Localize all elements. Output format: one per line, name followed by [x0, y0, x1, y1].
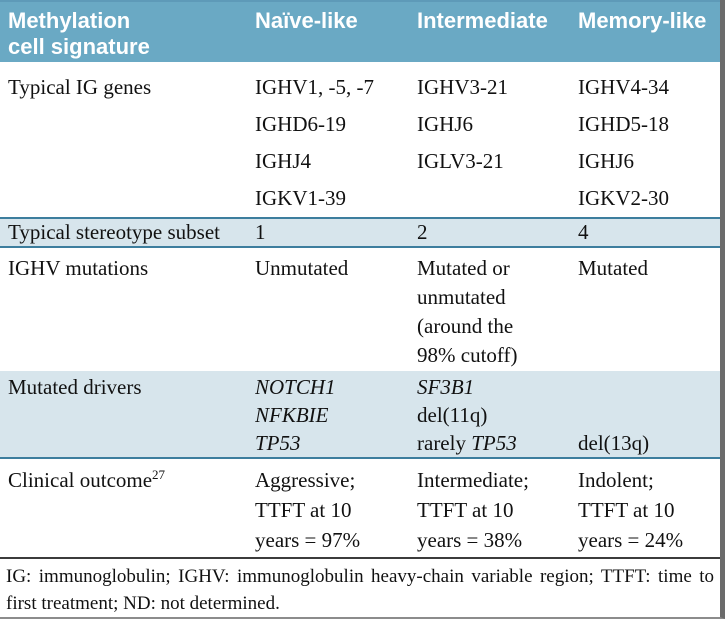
table-header-row: Methylation cell signature Naïve-like In…	[0, 0, 720, 62]
row-label-mutated-drivers: Mutated drivers	[8, 375, 142, 399]
text-line: years = 38%	[417, 528, 523, 552]
gene-line: IGLV3-21	[417, 149, 504, 173]
header-col1-line2: cell signature	[8, 34, 150, 59]
stereotype-intermediate-value: 2	[417, 220, 428, 244]
ig-genes-intermediate-cell: IGHV3-21 IGHJ6 IGLV3-21	[417, 69, 578, 217]
gene-name-italic: TP53	[471, 431, 517, 455]
text-line: del(13q)	[578, 431, 650, 455]
text-line: del(11q)	[417, 403, 488, 427]
text-line: years = 24%	[578, 528, 684, 552]
stereotype-memory-value: 4	[578, 220, 589, 244]
text-line: TTFT at 10	[417, 498, 514, 522]
gene-name-italic: SF3B1	[417, 375, 475, 399]
row-mutated-drivers: Mutated drivers NOTCH1 NFKBIE TP53 SF3B1…	[0, 371, 720, 459]
header-intermediate: Intermediate	[417, 8, 548, 33]
text-line: Mutated	[578, 256, 648, 280]
text-line: Intermediate;	[417, 468, 529, 492]
ighv-intermediate-value: Mutated or unmutated (around the 98% cut…	[417, 254, 578, 371]
header-memory-like: Memory-like	[578, 8, 707, 33]
header-methylation-cell-signature: Methylation cell signature	[0, 8, 255, 62]
row-ighv-mutations: IGHV mutations Unmutated Mutated or unmu…	[0, 248, 720, 371]
ig-genes-naive-cell: IGHV1, -5, -7 IGHD6-19 IGHJ4 IGKV1-39	[255, 69, 417, 217]
text-line: rarely TP53	[417, 429, 578, 457]
gene-line: IGKV2-30	[578, 186, 669, 210]
drivers-intermediate-cell: SF3B1 del(11q) rarely TP53	[417, 373, 578, 457]
row-label-clinical-outcome: Clinical outcome27	[0, 465, 255, 557]
gene-line: IGHV4-34	[578, 75, 669, 99]
row-typical-ig-genes: Typical IG genes IGHV1, -5, -7 IGHD6-19 …	[0, 62, 720, 217]
gene-line: IGHV1, -5, -7	[255, 75, 374, 99]
ighv-naive-value: Unmutated	[255, 254, 417, 371]
gene-line: IGHJ6	[417, 112, 473, 136]
text-line: Aggressive;	[255, 468, 356, 492]
stereotype-naive-value: 1	[255, 220, 266, 244]
text-line: Unmutated	[255, 256, 349, 280]
gene-line: IGKV1-39	[255, 186, 346, 210]
gene-line: IGHD5-18	[578, 112, 669, 136]
outcome-memory-cell: Indolent; TTFT at 10 years = 24%	[578, 465, 720, 557]
text-line: Indolent;	[578, 468, 654, 492]
table-footnote: IG: immunoglobulin; IGHV: immunoglobulin…	[0, 557, 720, 615]
text-line: TTFT at 10	[255, 498, 352, 522]
row-label-typical-ig-genes: Typical IG genes	[8, 75, 152, 99]
outcome-naive-cell: Aggressive; TTFT at 10 years = 97%	[255, 465, 417, 557]
gene-line: IGHJ4	[255, 149, 311, 173]
drivers-memory-cell: del(13q)	[578, 373, 720, 457]
header-col1-line1: Methylation	[8, 8, 131, 33]
gene-name-italic: NOTCH1	[255, 375, 336, 399]
gene-line: IGHV3-21	[417, 75, 508, 99]
text-line: (around the	[417, 314, 514, 338]
drivers-naive-cell: NOTCH1 NFKBIE TP53	[255, 373, 417, 457]
clinical-outcome-text: Clinical outcome	[8, 468, 153, 492]
rarely-prefix: rarely	[417, 431, 472, 455]
row-clinical-outcome: Clinical outcome27 Aggressive; TTFT at 1…	[0, 459, 720, 557]
row-label-ighv-mutations: IGHV mutations	[8, 256, 149, 280]
text-line: Mutated or	[417, 256, 510, 280]
text-line: 98% cutoff)	[417, 343, 518, 367]
text-line: TTFT at 10	[578, 498, 675, 522]
row-typical-stereotype-subset: Typical stereotype subset 1 2 4	[0, 217, 720, 248]
ig-genes-memory-cell: IGHV4-34 IGHD5-18 IGHJ6 IGKV2-30	[578, 69, 720, 217]
reference-superscript: 27	[152, 467, 166, 482]
header-naive-like: Naïve-like	[255, 8, 358, 33]
gene-line: IGHJ6	[578, 149, 634, 173]
gene-name-italic: TP53	[255, 431, 301, 455]
outcome-intermediate-cell: Intermediate; TTFT at 10 years = 38%	[417, 465, 578, 557]
ighv-memory-value: Mutated	[578, 254, 720, 371]
gene-name-italic: NFKBIE	[255, 403, 329, 427]
gene-line: IGHD6-19	[255, 112, 346, 136]
text-line: unmutated	[417, 285, 506, 309]
text-line: years = 97%	[255, 528, 361, 552]
row-label-stereotype-subset: Typical stereotype subset	[8, 220, 220, 244]
